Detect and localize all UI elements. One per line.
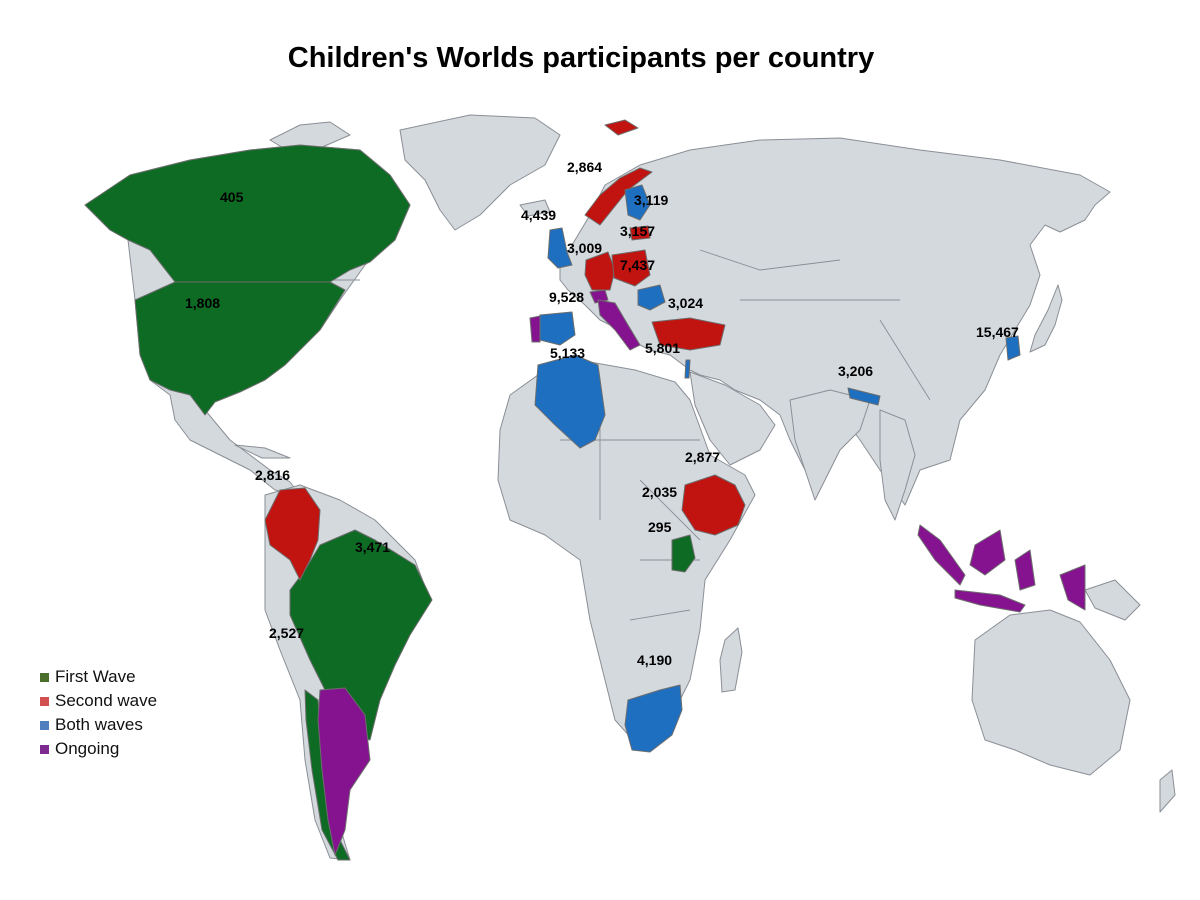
legend-item-first-wave: First Wave (40, 665, 157, 689)
legend-swatch-ongoing (40, 744, 49, 754)
legend-item-second-wave: Second wave (40, 689, 157, 713)
brazil (289, 529, 433, 741)
switzerland (589, 289, 609, 304)
usa (134, 281, 346, 416)
label-south-africa: 4,190 (637, 652, 672, 668)
portugal (529, 315, 541, 343)
south-korea (1005, 335, 1021, 361)
label-chile: 2,527 (269, 625, 304, 641)
label-estonia: 3,157 (620, 223, 655, 239)
legend-label: Both waves (55, 715, 143, 734)
label-norway: 2,864 (567, 159, 602, 175)
legend-item-ongoing: Ongoing (40, 737, 157, 761)
second-wave-countries (264, 119, 746, 581)
java (954, 589, 1026, 613)
participant-labels: 2,864 3,119 3,157 4,439 3,009 7,437 9,52… (185, 159, 1019, 668)
poland (611, 249, 651, 287)
australia (971, 609, 1131, 776)
label-ethiopia: 2,035 (642, 484, 677, 500)
label-uganda: 295 (648, 519, 672, 535)
uganda (671, 534, 696, 573)
cuba (234, 444, 291, 459)
greenland (399, 114, 561, 231)
label-romania: 3,024 (668, 295, 703, 311)
spain (539, 311, 576, 346)
label-switzerland: 9,528 (549, 289, 584, 305)
label-finland: 3,119 (634, 192, 668, 208)
legend-swatch-first-wave (40, 672, 49, 682)
uk (547, 227, 573, 269)
southeast-asia (879, 409, 916, 521)
italy (597, 299, 641, 351)
iceland (519, 199, 551, 217)
label-colombia: 2,816 (255, 467, 290, 483)
estonia (629, 225, 651, 241)
ethiopia (681, 474, 746, 536)
label-spain: 5,133 (550, 345, 585, 361)
turkey (651, 317, 726, 351)
israel (684, 359, 691, 379)
borneo (969, 529, 1006, 576)
romania (637, 284, 666, 311)
legend: First Wave Second wave Both waves Ongoin… (40, 665, 157, 761)
new-zealand (1159, 769, 1176, 813)
label-poland: 7,437 (620, 257, 655, 273)
algeria (534, 354, 606, 449)
madagascar (719, 627, 743, 693)
argentina (317, 687, 371, 856)
papua (1084, 579, 1141, 621)
eurasia (559, 137, 1111, 506)
india (789, 389, 871, 501)
label-uk: 4,439 (521, 207, 556, 223)
label-brazil: 3,471 (355, 539, 390, 555)
label-turkey: 5,801 (645, 340, 680, 356)
legend-swatch-second-wave (40, 696, 49, 706)
label-israel: 2,877 (685, 449, 720, 465)
svalbard (604, 119, 639, 136)
label-korea: 15,467 (976, 324, 1019, 340)
label-germany: 3,009 (567, 240, 602, 256)
norway (584, 167, 653, 226)
sumatra (917, 524, 966, 586)
africa (497, 361, 756, 749)
both-waves-countries (534, 184, 1021, 753)
legend-label: First Wave (55, 667, 136, 686)
arabia (689, 371, 776, 466)
sulawesi (1014, 549, 1036, 591)
finland (624, 184, 651, 221)
legend-label: Second wave (55, 691, 158, 710)
label-usa: 1,808 (185, 295, 220, 311)
first-wave-countries (84, 144, 696, 861)
canada (84, 144, 411, 283)
west-papua (1059, 564, 1086, 611)
label-nepal: 3,206 (838, 363, 873, 379)
nepal (847, 387, 881, 406)
map-title: Children's Worlds participants per count… (287, 42, 875, 74)
germany (584, 251, 616, 291)
ongoing-countries (317, 289, 1086, 856)
south-africa (624, 684, 683, 753)
label-canada-north: 405 (220, 189, 244, 205)
japan (1029, 284, 1063, 353)
legend-swatch-both-waves (40, 720, 49, 730)
colombia (264, 487, 321, 581)
legend-item-both-waves: Both waves (40, 713, 157, 737)
legend-label: Ongoing (55, 739, 120, 758)
